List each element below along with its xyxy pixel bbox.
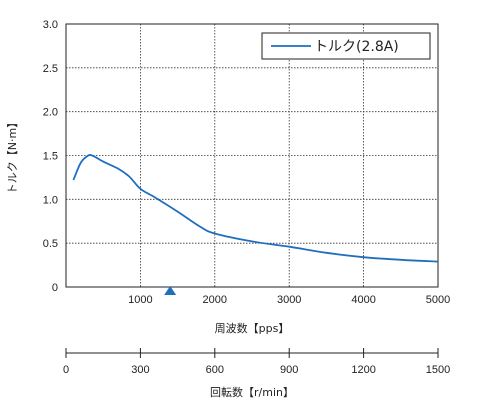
legend-box (261, 32, 431, 60)
y-tick-label: 2.0 (43, 107, 58, 119)
x-tick-label: 1000 (128, 294, 152, 306)
x-tick-label: 4000 (351, 294, 375, 306)
y-tick-label: 2.5 (43, 63, 58, 75)
legend: トルク(2.8A) (261, 32, 431, 60)
x-tick-label: 2000 (203, 294, 227, 306)
x-axis-ticks: 1000 2000 3000 4000 5000 (128, 294, 450, 306)
x-axis-label: 周波数【pps】 (215, 322, 290, 335)
x-tick-label: 3000 (277, 294, 301, 306)
y-axis-label: トルク【N·m】 (6, 117, 19, 194)
secondary-tick-label: 1200 (351, 364, 375, 376)
y-tick-label: 1.5 (43, 151, 58, 163)
series-layer (72, 153, 439, 263)
grid-lines (66, 24, 438, 287)
y-axis-ticks: 0 0.5 1.0 1.5 2.0 2.5 3.0 (43, 19, 58, 294)
triangle-marker (164, 286, 177, 295)
x-tick-label: 5000 (426, 294, 450, 306)
plot-frame (65, 23, 439, 288)
secondary-tick-label: 0 (63, 364, 69, 376)
y-tick-label: 3.0 (43, 19, 58, 31)
legend-label: トルク(2.8A) (314, 39, 399, 55)
secondary-tick-label: 300 (131, 364, 149, 376)
y-tick-label: 0.5 (43, 238, 58, 250)
secondary-axis: 0 300 600 900 1200 1500 回転数【r/min】 (63, 348, 450, 399)
secondary-axis-ticks: 0 300 600 900 1200 1500 (63, 348, 450, 376)
y-tick-label: 1.0 (43, 194, 58, 206)
secondary-tick-label: 900 (280, 364, 298, 376)
secondary-axis-label: 回転数【r/min】 (210, 386, 294, 399)
secondary-tick-label: 600 (206, 364, 224, 376)
series-line (72, 153, 439, 263)
secondary-tick-label: 1500 (426, 364, 450, 376)
y-tick-label: 0 (52, 282, 58, 294)
